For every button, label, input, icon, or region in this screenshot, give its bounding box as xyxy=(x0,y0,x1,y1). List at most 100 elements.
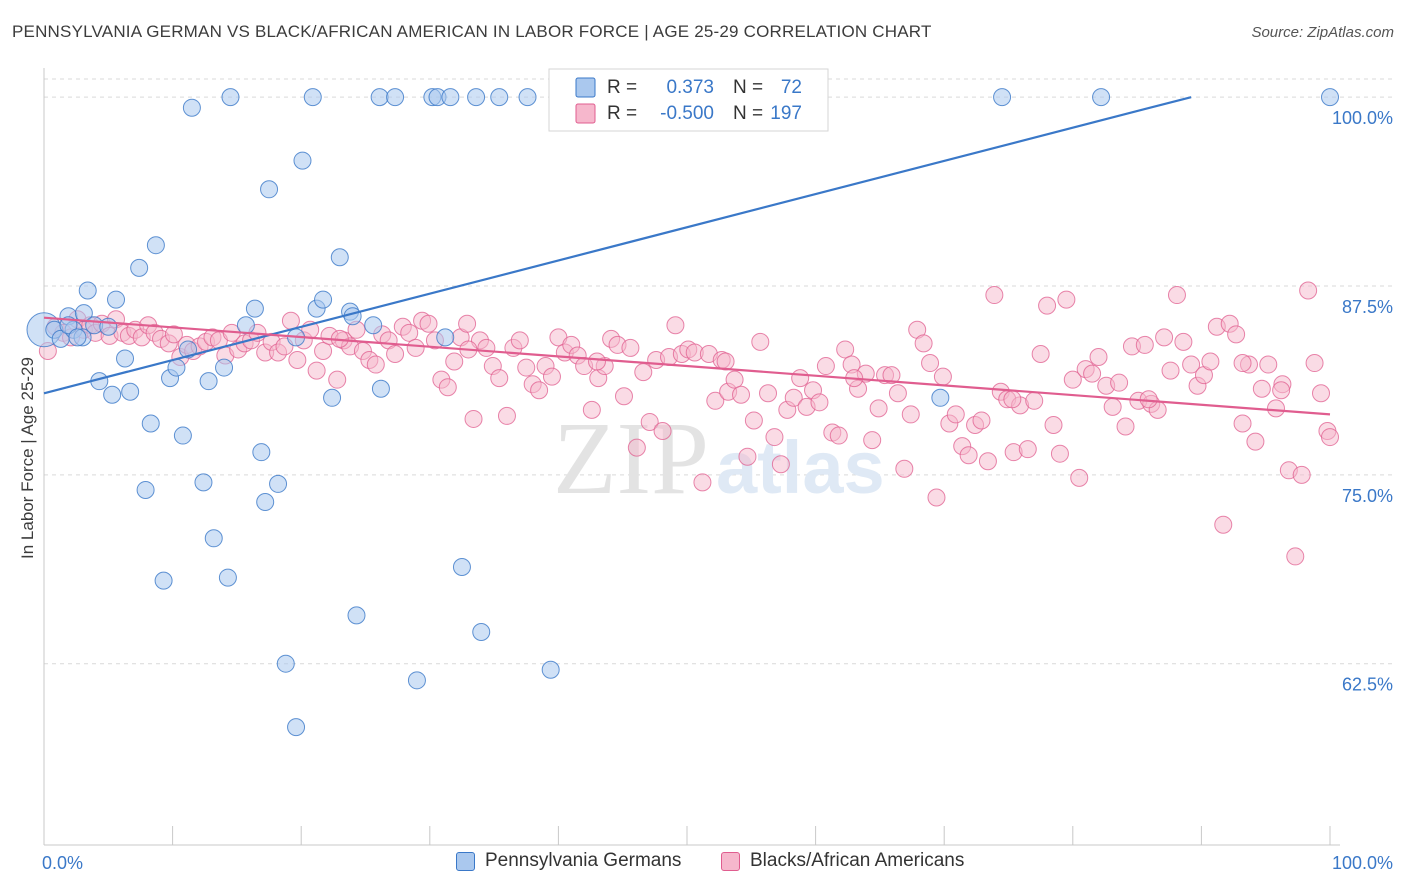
scatter-point-pink xyxy=(784,388,803,407)
scatter-point-pink xyxy=(972,411,991,430)
scatter-point-pink xyxy=(791,369,810,388)
scatter-point-blue xyxy=(303,88,322,107)
scatter-point-pink xyxy=(1003,390,1022,409)
scatter-point-pink xyxy=(1063,370,1082,389)
scatter-point-pink xyxy=(386,344,405,363)
watermark-atlas: atlas xyxy=(716,426,885,509)
scatter-point-blue xyxy=(236,316,255,335)
scatter-point-pink xyxy=(1070,468,1089,487)
scatter-point-pink xyxy=(634,363,653,382)
scatter-point-pink xyxy=(1031,344,1050,363)
scatter-point-pink xyxy=(725,370,744,389)
scatter-point-pink xyxy=(1259,355,1278,374)
scatter-point-blue xyxy=(245,299,264,318)
legend-n-label-2: N = xyxy=(733,103,763,124)
scatter-point-blue xyxy=(407,671,426,690)
scatter-point-blue xyxy=(287,718,306,737)
scatter-point-pink xyxy=(1321,428,1339,447)
scatter-point-pink xyxy=(1201,352,1220,371)
axes: 0.0% 100.0% xyxy=(42,68,1393,873)
scatter-point-blue xyxy=(116,349,135,368)
scatter-point-pink xyxy=(914,334,933,353)
scatter-point-blue xyxy=(68,328,87,347)
trend-line-blue xyxy=(43,96,1192,395)
legend-swatch-pink xyxy=(575,103,596,124)
scatter-point-pink xyxy=(933,367,952,386)
legend-item-blacks-african-americans: Blacks/African Americans xyxy=(721,850,964,872)
scatter-point-blue xyxy=(467,88,486,107)
scatter-point-pink xyxy=(621,338,640,357)
scatter-point-blue xyxy=(173,426,192,445)
legend-r-label-1: R = xyxy=(607,77,637,98)
scatter-point-pink xyxy=(895,459,914,478)
scatter-point-blue xyxy=(103,385,122,404)
scatter-point-blue xyxy=(59,316,78,335)
scatter-point-pink xyxy=(587,352,606,371)
scatter-point-pink xyxy=(458,314,477,333)
source-label: Source: ZipAtlas.com xyxy=(1251,24,1394,41)
y-tick-label: 100.0% xyxy=(1332,108,1393,128)
scatter-point-pink xyxy=(627,438,646,457)
scatter-point-blue xyxy=(221,88,240,107)
scatter-point-pink xyxy=(497,406,516,425)
scatter-point-pink xyxy=(1089,347,1108,366)
scatter-point-pink xyxy=(1272,381,1291,400)
y-tick-label: 62.5% xyxy=(1342,675,1393,695)
scatter-point-pink xyxy=(946,405,965,424)
legend-r-label-2: R = xyxy=(607,103,637,124)
scatter-point-pink xyxy=(1135,335,1154,354)
scatter-point-blue xyxy=(154,571,173,590)
scatter-point-pink xyxy=(1116,417,1135,436)
scatter-point-pink xyxy=(1018,440,1037,459)
scatter-point-blue xyxy=(260,180,279,199)
scatter-point-pink xyxy=(985,286,1004,305)
scatter-point-pink xyxy=(810,393,829,412)
scatter-point-pink xyxy=(732,385,751,404)
scatter-point-pink xyxy=(517,358,536,377)
scatter-point-blue xyxy=(490,88,509,107)
x-tick-label-max: 100.0% xyxy=(1332,853,1393,873)
scatter-point-blue xyxy=(1092,88,1111,107)
scatter-point-pink xyxy=(530,381,549,400)
legend-swatch-blue-bottom xyxy=(456,851,475,871)
scatter-point-pink xyxy=(921,354,940,373)
scatter-point-pink xyxy=(640,412,659,431)
scatter-point-pink xyxy=(901,405,920,424)
scatter-point-pink xyxy=(1266,399,1285,418)
scatter-point-pink xyxy=(959,446,978,465)
scatter-point-blue xyxy=(541,660,560,679)
scatter-point-blue xyxy=(269,474,288,493)
scatter-point-blue xyxy=(452,558,471,577)
scatter-point-pink xyxy=(464,409,483,428)
scatter-point-pink xyxy=(706,391,725,410)
scatter-point-blue xyxy=(194,473,213,492)
legend-n-label-1: N = xyxy=(733,77,763,98)
scatter-point-pink xyxy=(765,428,784,447)
scatter-point-pink xyxy=(406,338,425,357)
scatter-point-pink xyxy=(1110,373,1129,392)
scatter-point-blue xyxy=(121,382,140,401)
scatter-point-blue xyxy=(993,88,1012,107)
y-axis-label: In Labor Force | Age 25-29 xyxy=(18,357,37,559)
scatter-point-pink xyxy=(490,369,509,388)
scatter-point-blue xyxy=(371,379,390,398)
legend-label-blacks-african-americans: Blacks/African Americans xyxy=(750,850,965,871)
scatter-point-blue xyxy=(141,414,160,433)
scatter-point-pink xyxy=(164,325,183,344)
legend-n-value-1: 72 xyxy=(781,77,802,98)
scatter-point-blue xyxy=(386,88,405,107)
scatter-point-pink xyxy=(477,338,496,357)
scatter-point-pink xyxy=(1044,415,1063,434)
scatter-point-pink xyxy=(666,316,685,335)
scatter-point-pink xyxy=(582,400,601,419)
scatter-point-pink xyxy=(1025,391,1044,410)
blue-series-points xyxy=(26,88,1339,737)
chart-title: PENNSYLVANIA GERMAN VS BLACK/AFRICAN AME… xyxy=(12,22,932,41)
scatter-point-blue xyxy=(252,443,271,462)
y-tick-label: 75.0% xyxy=(1342,486,1393,506)
watermark: ZIP atlas xyxy=(553,401,885,516)
scatter-point-pink xyxy=(614,387,633,406)
legend-r-value-1: 0.373 xyxy=(666,77,714,98)
scatter-point-pink xyxy=(1083,364,1102,383)
scatter-point-pink xyxy=(816,357,835,376)
